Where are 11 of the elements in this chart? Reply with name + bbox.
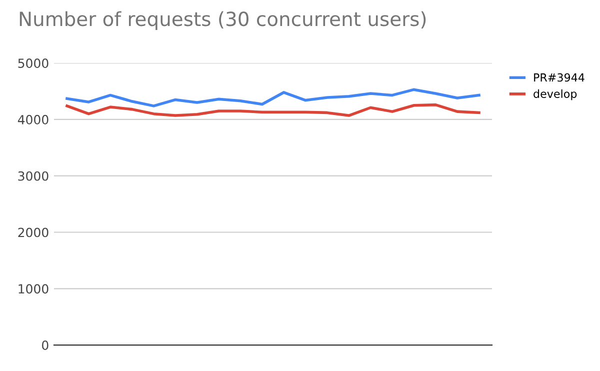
line-series bbox=[66, 103, 480, 117]
legend-label: PR#3944 bbox=[534, 73, 584, 82]
chart-title: Number of requests (30 concurrent users) bbox=[20, 11, 426, 30]
y-tick-label: 1000 bbox=[18, 284, 48, 294]
y-tick-label: 2000 bbox=[18, 228, 48, 238]
legend-label: develop bbox=[534, 89, 577, 100]
y-tick-label: 3000 bbox=[18, 171, 48, 181]
line-series bbox=[66, 88, 480, 108]
y-tick-label: 5000 bbox=[18, 58, 48, 68]
y-tick-label: 0 bbox=[42, 340, 48, 350]
y-tick-label: 4000 bbox=[18, 114, 48, 124]
